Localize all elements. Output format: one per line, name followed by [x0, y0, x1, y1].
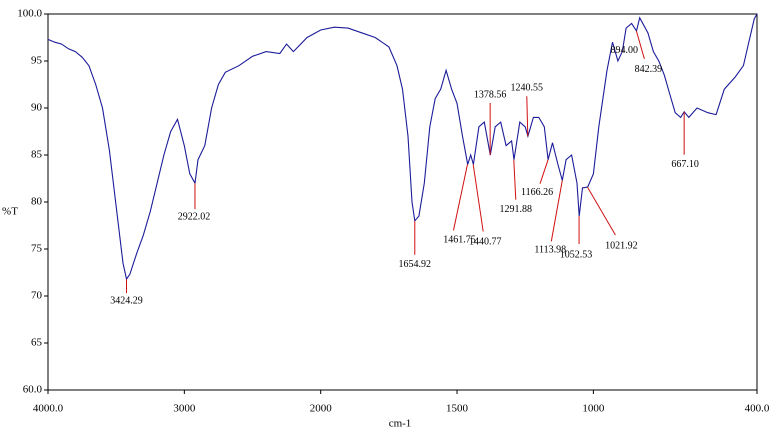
peak-label: 1461.75	[443, 235, 476, 246]
peak-leader	[635, 30, 645, 60]
x-tick-label: 3000	[173, 403, 196, 415]
y-tick-label: 85	[31, 149, 43, 161]
x-tick-label: 400.0	[745, 403, 770, 415]
x-tick-label: 4000.0	[33, 403, 64, 415]
peak-label: 1113.98	[534, 245, 566, 256]
peak-label: 1378.56	[474, 89, 507, 100]
y-tick-label: 60.0	[23, 384, 43, 396]
peak-label: 667.10	[671, 159, 699, 170]
y-tick-label: 90	[31, 102, 43, 114]
peak-label: 1021.92	[605, 240, 638, 251]
y-axis-label: %T	[2, 206, 18, 218]
peak-leader	[539, 159, 549, 184]
y-tick-label: 65	[31, 337, 43, 349]
peak-leader	[472, 164, 484, 232]
x-tick-label: 1000	[582, 403, 605, 415]
y-tick-label: 95	[31, 55, 43, 67]
peak-label: 1240.55	[511, 82, 544, 93]
peak-label: 2922.02	[178, 211, 211, 222]
peak-leader	[586, 186, 616, 236]
peak-label: 3424.29	[110, 295, 143, 306]
spectrum-line	[47, 13, 758, 281]
peak-label: 894.00	[611, 45, 639, 56]
x-axis-label: cm-1	[389, 418, 412, 430]
y-tick-label: 70	[31, 290, 43, 302]
x-tick-label: 2000	[310, 403, 333, 415]
y-tick-label: 100.0	[17, 8, 42, 20]
x-tick-label: 1500	[446, 403, 469, 415]
peak-leader	[550, 180, 563, 242]
y-tick-label: 75	[31, 243, 43, 255]
peak-leader	[452, 164, 468, 231]
peak-leader	[526, 96, 529, 137]
peak-label: 1166.26	[521, 187, 553, 198]
y-tick-label: 80	[31, 196, 43, 208]
peak-label: 1654.92	[399, 259, 432, 270]
peak-label: 1052.53	[560, 249, 593, 260]
peak-label: 1440.77	[469, 237, 502, 248]
peak-leader	[513, 159, 517, 200]
peak-label: 842.39	[635, 64, 663, 75]
peak-label: 1291.88	[500, 204, 533, 215]
